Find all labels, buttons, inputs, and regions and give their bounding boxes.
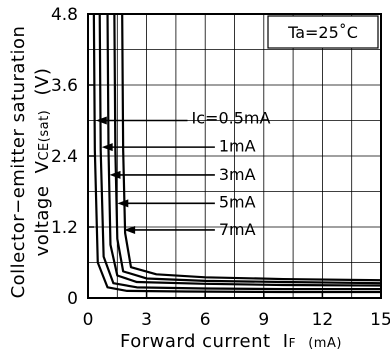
annotation-arrowhead bbox=[101, 143, 113, 152]
x-axis-unit: (mA) bbox=[308, 336, 342, 351]
series-layer bbox=[92, 13, 382, 294]
x-tick-label: 15 bbox=[370, 310, 390, 330]
x-axis-symbol: I bbox=[283, 331, 289, 352]
series-annotation-label: 5mA bbox=[219, 193, 256, 212]
condition-label: Ta=25˚C bbox=[287, 23, 358, 42]
y-axis-label: voltage bbox=[32, 186, 53, 257]
y-tick-label: 1.2 bbox=[51, 218, 78, 238]
y-axis-symbol: V bbox=[32, 160, 53, 173]
y-axis-title: Collector−emitter saturation voltage VCE… bbox=[8, 26, 53, 299]
condition-box bbox=[267, 15, 379, 49]
y-axis-title-line1: Collector−emitter saturation bbox=[8, 26, 29, 299]
y-axis-subscript: CE(sat) bbox=[37, 110, 52, 161]
grid-layer bbox=[88, 14, 381, 298]
series-line bbox=[92, 13, 381, 294]
y-tick-label: 2.4 bbox=[51, 147, 78, 167]
series-line bbox=[121, 13, 382, 282]
annotation-arrowhead bbox=[109, 170, 121, 179]
x-axis-subscript: F bbox=[289, 336, 296, 350]
series-line bbox=[113, 13, 382, 285]
annotation-layer: Ic=0.5mA 1mA 3mA 5mA 7mA bbox=[95, 109, 271, 239]
ticks-layer: 0 3 6 9 12 15 0 1.2 2.4 3.6 4.8 bbox=[51, 5, 390, 330]
series-annotation-label: 3mA bbox=[219, 165, 256, 184]
series-annotation-label: 1mA bbox=[219, 136, 256, 155]
annotation-arrowhead bbox=[95, 116, 107, 125]
series-line bbox=[106, 13, 382, 287]
x-tick-label: 0 bbox=[83, 310, 94, 330]
series-annotation-label: Ic=0.5mA bbox=[192, 109, 271, 128]
series-line bbox=[98, 13, 381, 291]
x-tick-label: 9 bbox=[258, 310, 269, 330]
x-tick-label: 3 bbox=[141, 310, 152, 330]
x-tick-label: 12 bbox=[312, 310, 334, 330]
y-tick-label: 3.6 bbox=[51, 76, 78, 96]
y-tick-label: 4.8 bbox=[51, 5, 78, 25]
x-axis-title: Forward current IF (mA) bbox=[120, 331, 342, 352]
y-axis-unit: (V) bbox=[32, 68, 53, 96]
annotation-arrowhead bbox=[117, 199, 129, 208]
y-axis-title-line2: voltage VCE(sat) (V) bbox=[32, 68, 53, 257]
x-axis-label: Forward current bbox=[120, 331, 271, 352]
annotation-arrowhead bbox=[124, 225, 136, 234]
series-annotation-label: 7mA bbox=[219, 220, 256, 239]
x-tick-label: 6 bbox=[200, 310, 211, 330]
y-tick-label: 0 bbox=[67, 289, 78, 309]
